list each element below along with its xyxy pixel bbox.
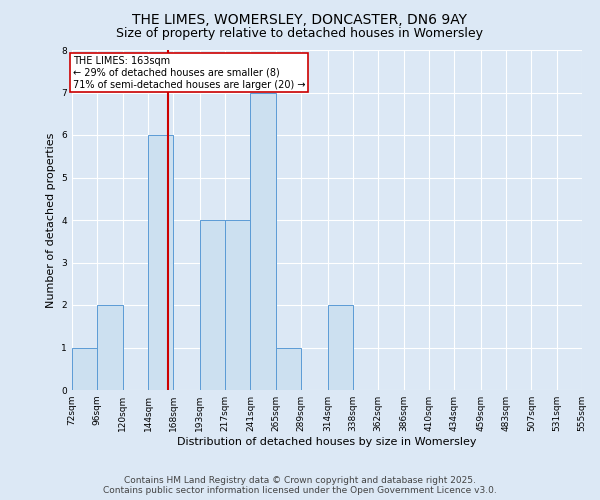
Bar (72, 348, 97, 390)
Text: Size of property relative to detached houses in Womersley: Size of property relative to detached ho… (116, 28, 484, 40)
Y-axis label: Number of detached properties: Number of detached properties (46, 132, 56, 308)
Bar (200, 220, 225, 390)
Text: THE LIMES: 163sqm
← 29% of detached houses are smaller (8)
71% of semi-detached : THE LIMES: 163sqm ← 29% of detached hous… (73, 56, 305, 90)
X-axis label: Distribution of detached houses by size in Womersley: Distribution of detached houses by size … (177, 437, 477, 447)
Bar (276, 348, 301, 390)
Bar (148, 135, 173, 390)
Bar (250, 92, 276, 390)
Text: THE LIMES, WOMERSLEY, DONCASTER, DN6 9AY: THE LIMES, WOMERSLEY, DONCASTER, DN6 9AY (133, 12, 467, 26)
Bar (225, 220, 250, 390)
Text: Contains HM Land Registry data © Crown copyright and database right 2025.
Contai: Contains HM Land Registry data © Crown c… (103, 476, 497, 495)
Bar (328, 305, 353, 390)
Bar (97, 305, 122, 390)
